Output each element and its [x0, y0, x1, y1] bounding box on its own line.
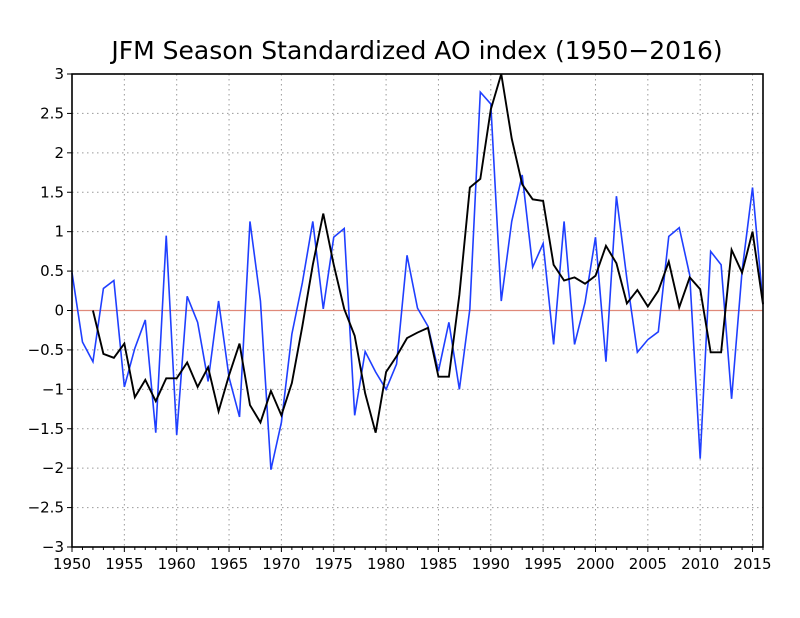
x-tick-label: 1985: [419, 555, 457, 573]
x-tick-label: 2015: [733, 555, 771, 573]
y-tick-label: −2: [42, 459, 64, 477]
x-tick-label: 1955: [105, 555, 143, 573]
y-tick-label: 0.5: [40, 262, 64, 280]
x-tick-label: 1990: [472, 555, 510, 573]
x-tick-label: 2010: [681, 555, 719, 573]
y-tick-label: 0: [54, 302, 64, 320]
y-tick-label: 1: [54, 223, 64, 241]
black-series-line: [92, 73, 764, 433]
blue-series-line: [71, 90, 764, 470]
axis-ticks: 1950 1955 1960 1965 1970 1975 1980 1985 1990 1995…: [28, 65, 772, 573]
x-tick-label: 2000: [576, 555, 614, 573]
x-tick-label: 1975: [315, 555, 353, 573]
x-tick-label: 1950: [53, 555, 91, 573]
plot-frame: [71, 73, 764, 548]
y-tick-label: −0.5: [28, 341, 64, 359]
y-tick-label: −1.5: [28, 420, 64, 438]
chart-title: JFM Season Standardized AO index (1950−2…: [109, 36, 722, 65]
y-tick-label: 3: [54, 65, 64, 83]
y-tick-label: 1.5: [40, 183, 64, 201]
x-tick-label: 1980: [367, 555, 405, 573]
y-tick-label: −3: [42, 538, 64, 556]
y-tick-label: −1: [42, 380, 64, 398]
x-tick-label: 1960: [158, 555, 196, 573]
y-tick-label: 2: [54, 144, 64, 162]
y-tick-label: 2.5: [40, 104, 64, 122]
series-group: [71, 73, 764, 470]
x-tick-label: 2005: [629, 555, 667, 573]
y-tick-label: −2.5: [28, 499, 64, 517]
x-tick-label: 1970: [262, 555, 300, 573]
x-tick-label: 1965: [210, 555, 248, 573]
x-tick-label: 1995: [524, 555, 562, 573]
